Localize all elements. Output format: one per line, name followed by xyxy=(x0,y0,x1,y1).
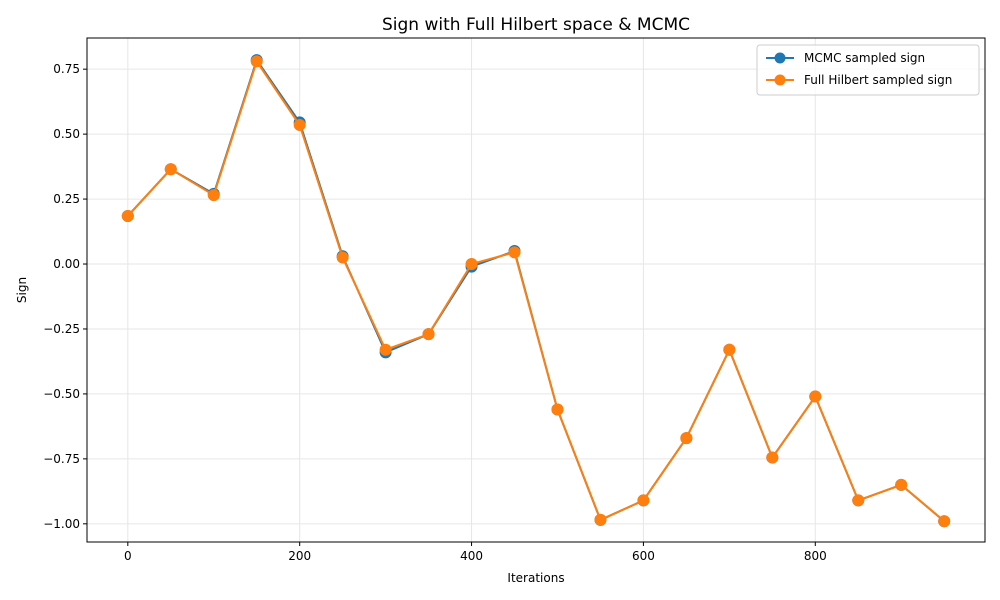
y-tick-label: −1.00 xyxy=(43,517,80,531)
data-point xyxy=(680,432,693,445)
data-point xyxy=(809,390,822,403)
legend-marker xyxy=(774,74,786,86)
y-tick-label: −0.50 xyxy=(43,387,80,401)
y-tick-label: −0.25 xyxy=(43,322,80,336)
legend: MCMC sampled sign Full Hilbert sampled si… xyxy=(756,44,980,96)
data-point xyxy=(207,189,220,202)
series-layer xyxy=(121,54,951,528)
x-tick-label: 400 xyxy=(460,549,483,563)
y-tick-label: 0.75 xyxy=(53,62,80,76)
legend-item: Full Hilbert sampled sign xyxy=(766,73,952,87)
data-point xyxy=(551,403,564,416)
legend-marker xyxy=(774,52,786,64)
y-axis-ticks: 0.75 0.50 0.25 0.00 −0.25 −0.50 −0.75 −1.00 xyxy=(43,62,87,531)
y-tick-label: 0.50 xyxy=(53,127,80,141)
x-tick-label: 200 xyxy=(288,549,311,563)
data-point xyxy=(121,209,134,222)
y-tick-label: −0.75 xyxy=(43,452,80,466)
legend-label: MCMC sampled sign xyxy=(804,51,925,65)
legend-item: MCMC sampled sign xyxy=(766,51,925,65)
data-point xyxy=(723,343,736,356)
data-point xyxy=(422,328,435,341)
data-point xyxy=(379,343,392,356)
data-point xyxy=(895,478,908,491)
chart-title: Sign with Full Hilbert space & MCMC xyxy=(382,15,690,35)
data-point xyxy=(465,258,478,271)
data-point xyxy=(250,55,263,68)
x-tick-label: 600 xyxy=(632,549,655,563)
data-point xyxy=(852,494,865,507)
y-tick-label: 0.25 xyxy=(53,192,80,206)
series-2 xyxy=(121,55,951,528)
data-point xyxy=(938,515,951,528)
data-point xyxy=(594,513,607,526)
data-point xyxy=(293,119,306,132)
data-point xyxy=(766,451,779,464)
plot-frame xyxy=(86,37,986,543)
legend-label: Full Hilbert sampled sign xyxy=(804,73,952,87)
x-axis-label: Iterations xyxy=(507,571,564,585)
data-point xyxy=(508,246,521,259)
y-tick-label: 0.00 xyxy=(53,257,80,271)
data-point xyxy=(637,494,650,507)
x-tick-label: 800 xyxy=(804,549,827,563)
x-axis-ticks: 0 200 400 600 800 xyxy=(124,542,827,563)
data-point xyxy=(336,251,349,264)
x-tick-label: 0 xyxy=(124,549,132,563)
legend-box xyxy=(756,44,980,96)
data-point xyxy=(164,163,177,176)
y-axis-label: Sign xyxy=(15,277,29,303)
series-line xyxy=(127,60,945,522)
